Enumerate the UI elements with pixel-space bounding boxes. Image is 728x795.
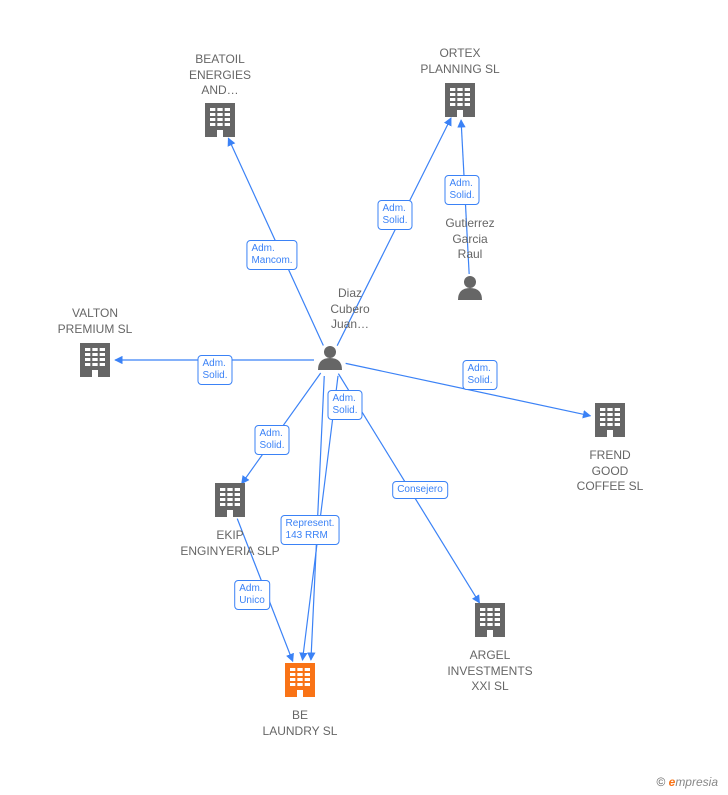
edge — [242, 373, 321, 484]
building-icon — [80, 343, 110, 377]
edge — [311, 376, 324, 660]
person-icon — [318, 346, 342, 370]
building-icon — [215, 483, 245, 517]
building-icon — [475, 603, 505, 637]
network-svg — [0, 0, 728, 795]
edge — [338, 374, 479, 603]
building-icon — [445, 83, 475, 117]
edge — [228, 138, 323, 345]
building-icon — [285, 663, 315, 697]
building-icon — [205, 103, 235, 137]
person-icon — [458, 276, 482, 300]
copyright-symbol: © — [656, 775, 665, 789]
edge — [346, 363, 591, 415]
edge — [237, 519, 293, 662]
building-icon — [595, 403, 625, 437]
brand-rest: mpresia — [675, 775, 718, 789]
edge — [461, 120, 469, 274]
copyright: © empresia — [656, 775, 718, 789]
edge — [337, 118, 451, 346]
edge — [302, 376, 338, 660]
